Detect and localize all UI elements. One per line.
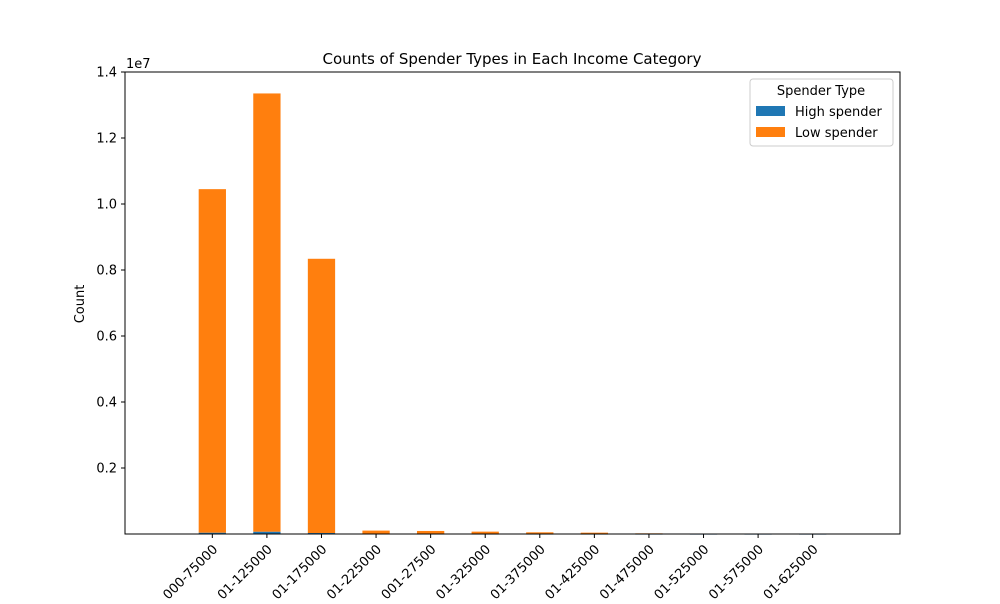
x-tick-label: 001-27500 xyxy=(379,542,440,600)
x-tick-label: 01-575000 xyxy=(706,542,767,600)
x-tick-label: 01-525000 xyxy=(652,542,713,600)
x-tick-label: 01-475000 xyxy=(597,542,658,600)
chart-title: Counts of Spender Types in Each Income C… xyxy=(323,50,702,68)
bar-low-spender-7 xyxy=(580,532,609,534)
bar-low-spender-0 xyxy=(198,189,226,533)
bar-low-spender-5 xyxy=(471,531,499,534)
y-tick-label: 1.4 xyxy=(96,66,117,81)
legend-label-high-spender: High spender xyxy=(795,105,883,120)
legend-swatch-high-spender xyxy=(756,106,785,116)
y-axis-ticks: 0.2 0.4 0.6 0.8 1.0 1.2 1.4 xyxy=(96,66,125,477)
bar-low-spender-2 xyxy=(307,258,336,534)
x-tick-label: 01-325000 xyxy=(433,542,494,600)
x-tick-label: 01-225000 xyxy=(324,542,385,600)
bars xyxy=(198,93,827,535)
y-tick-label: 1.0 xyxy=(96,198,117,213)
bar-high-spender-0 xyxy=(198,532,226,534)
x-tick-label: 01-375000 xyxy=(488,542,549,600)
y-axis-label: Count xyxy=(73,285,88,324)
x-axis-ticks: 000-7500001-12500001-17500001-225000001-… xyxy=(160,534,822,603)
y-tick-label: 0.4 xyxy=(96,396,117,411)
bar-low-spender-6 xyxy=(526,532,554,534)
legend-title: Spender Type xyxy=(777,84,865,99)
legend: Spender Type High spender Low spender xyxy=(749,78,894,147)
x-tick-label: 01-125000 xyxy=(215,542,276,600)
x-tick-label: 01-625000 xyxy=(761,542,822,600)
y-axis-offset-label: 1e7 xyxy=(126,57,151,72)
bar-high-spender-1 xyxy=(253,531,281,534)
bar-low-spender-4 xyxy=(416,530,445,534)
legend-label-low-spender: Low spender xyxy=(795,126,878,141)
legend-swatch-low-spender xyxy=(756,127,785,137)
x-tick-label: 000-75000 xyxy=(160,542,221,600)
x-tick-label: 01-425000 xyxy=(542,542,603,600)
legend-box xyxy=(749,78,894,147)
y-tick-label: 0.8 xyxy=(96,264,117,279)
bar-low-spender-3 xyxy=(362,530,390,534)
bar-low-spender-1 xyxy=(253,93,281,532)
y-tick-label: 0.2 xyxy=(96,462,117,477)
x-tick-label: 01-175000 xyxy=(270,542,331,600)
y-tick-label: 1.2 xyxy=(96,132,117,147)
y-tick-label: 0.6 xyxy=(96,330,117,345)
plot-frame xyxy=(124,71,901,535)
